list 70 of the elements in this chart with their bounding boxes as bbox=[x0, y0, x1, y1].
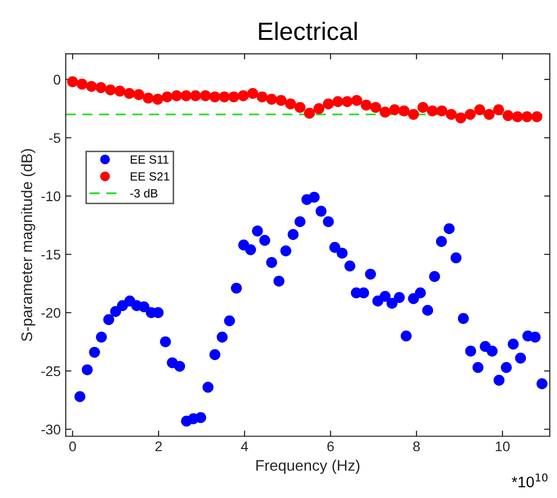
y-tick-label: 0 bbox=[54, 74, 60, 85]
point bbox=[313, 103, 324, 114]
legend-label: EE S11 bbox=[130, 155, 168, 164]
point bbox=[502, 110, 514, 122]
y-tick-label: -25 bbox=[41, 366, 60, 376]
point bbox=[322, 98, 334, 110]
point bbox=[171, 90, 182, 102]
point bbox=[162, 91, 173, 102]
point bbox=[474, 104, 486, 116]
point bbox=[228, 91, 240, 102]
point bbox=[124, 88, 135, 99]
y-axis-title: S-parameter magnitude (dB) bbox=[20, 149, 36, 342]
point bbox=[380, 106, 391, 118]
point bbox=[238, 90, 249, 102]
point bbox=[96, 82, 106, 94]
point bbox=[342, 96, 353, 108]
x-tick-label: 8 bbox=[413, 441, 420, 452]
point bbox=[86, 80, 97, 92]
y-tick-label: -20 bbox=[41, 308, 60, 318]
point bbox=[436, 105, 448, 116]
point bbox=[332, 96, 344, 108]
point bbox=[455, 112, 466, 124]
text: *10$^{10}$ bbox=[512, 473, 548, 488]
point bbox=[256, 91, 268, 102]
point bbox=[426, 105, 438, 116]
chart-title: Electrical bbox=[259, 22, 357, 40]
point bbox=[304, 108, 315, 119]
point bbox=[389, 104, 400, 116]
y-tick-label: -10 bbox=[41, 191, 60, 202]
point bbox=[266, 94, 278, 105]
point bbox=[133, 89, 144, 100]
point bbox=[294, 102, 306, 113]
point bbox=[285, 98, 296, 110]
point bbox=[370, 102, 382, 113]
point bbox=[104, 84, 116, 96]
point bbox=[142, 92, 154, 104]
y-tick-label: -5 bbox=[49, 133, 60, 143]
point bbox=[360, 100, 372, 111]
point bbox=[512, 111, 523, 122]
point bbox=[200, 90, 211, 102]
point bbox=[417, 102, 428, 113]
y-tick-label: -30 bbox=[41, 424, 60, 434]
point bbox=[531, 111, 542, 122]
point bbox=[522, 111, 532, 122]
point bbox=[276, 94, 287, 106]
x-tick-label: 4 bbox=[241, 442, 248, 452]
point bbox=[152, 94, 164, 105]
point bbox=[67, 76, 78, 88]
point bbox=[446, 108, 457, 120]
point bbox=[247, 88, 258, 99]
point bbox=[76, 78, 88, 90]
x-axis-title: Frequency (Hz) bbox=[256, 460, 360, 474]
x-tick-label: 6 bbox=[327, 441, 334, 452]
x-tick-label: 10 bbox=[496, 441, 510, 452]
point bbox=[484, 108, 495, 120]
x-tick-label: 2 bbox=[155, 441, 162, 452]
x-tick-label: 0 bbox=[69, 441, 76, 452]
point bbox=[464, 108, 476, 120]
point bbox=[398, 105, 410, 116]
point bbox=[218, 91, 230, 102]
point bbox=[209, 91, 220, 102]
point bbox=[351, 94, 362, 106]
legend-label: EE S21 bbox=[130, 172, 170, 181]
point bbox=[190, 90, 202, 102]
point bbox=[114, 86, 126, 97]
point bbox=[493, 104, 504, 116]
y-tick-label: -15 bbox=[41, 250, 60, 260]
point bbox=[180, 90, 192, 102]
legend-label: -3 dB bbox=[130, 188, 158, 198]
point bbox=[408, 108, 419, 120]
